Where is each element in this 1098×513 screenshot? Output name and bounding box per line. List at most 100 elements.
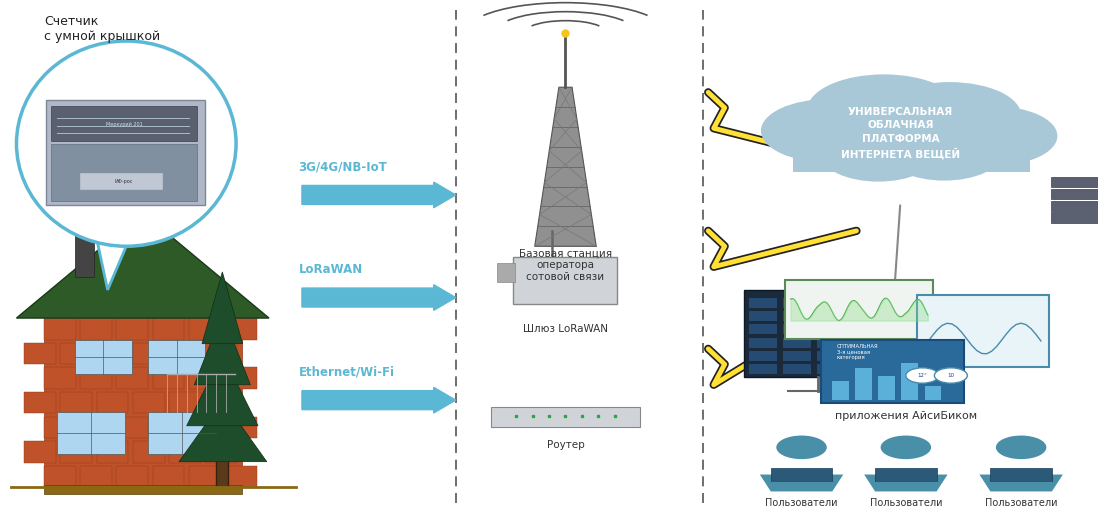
- Bar: [785, 280, 933, 339]
- Bar: [225, 367, 257, 389]
- Bar: [51, 106, 197, 141]
- Circle shape: [878, 82, 1021, 149]
- Text: Пользователи: Пользователи: [870, 498, 942, 507]
- Text: Роутер: Роутер: [547, 440, 584, 450]
- Bar: [749, 351, 777, 361]
- Bar: [817, 364, 845, 374]
- Text: LoRaWAN: LoRaWAN: [299, 263, 363, 276]
- Bar: [744, 290, 893, 377]
- Bar: [901, 363, 918, 400]
- Text: Меркурий 201: Меркурий 201: [105, 122, 143, 127]
- Circle shape: [807, 74, 961, 146]
- Bar: [133, 343, 165, 364]
- Bar: [821, 340, 964, 403]
- Bar: [988, 482, 1054, 486]
- Bar: [189, 367, 221, 389]
- Text: 10: 10: [948, 373, 954, 378]
- Polygon shape: [202, 272, 243, 344]
- Bar: [873, 482, 939, 486]
- Bar: [817, 324, 845, 334]
- Polygon shape: [16, 213, 269, 318]
- Bar: [851, 351, 879, 361]
- Bar: [817, 298, 845, 308]
- Bar: [851, 298, 879, 308]
- Bar: [44, 466, 76, 487]
- Bar: [148, 340, 205, 374]
- Bar: [189, 318, 221, 340]
- Bar: [148, 412, 216, 454]
- Bar: [97, 343, 128, 364]
- Bar: [225, 466, 257, 487]
- Text: Базовая станция
оператора
сотовой связи: Базовая станция оператора сотовой связи: [519, 249, 612, 282]
- Bar: [80, 318, 112, 340]
- Text: Пользователи: Пользователи: [985, 498, 1057, 507]
- Circle shape: [821, 128, 935, 182]
- Bar: [80, 173, 163, 190]
- Circle shape: [881, 436, 931, 459]
- Bar: [133, 392, 165, 413]
- Bar: [116, 417, 148, 438]
- Text: Шлюз LoRaWAN: Шлюз LoRaWAN: [523, 324, 608, 334]
- Bar: [60, 392, 92, 413]
- Bar: [817, 351, 845, 361]
- Bar: [75, 340, 132, 374]
- Bar: [44, 318, 76, 340]
- Bar: [75, 210, 94, 277]
- Bar: [1051, 189, 1098, 199]
- Text: УНИВЕРСАЛЬНАЯ
ОБЛАЧНАЯ
ПЛАТФОРМА
ИНТЕРНЕТА ВЕЩЕЙ: УНИВЕРСАЛЬНАЯ ОБЛАЧНАЯ ПЛАТФОРМА ИНТЕРНЕ…: [841, 107, 960, 160]
- Text: Пользователи: Пользователи: [765, 498, 838, 507]
- Bar: [80, 367, 112, 389]
- Bar: [1051, 177, 1098, 187]
- FancyArrow shape: [302, 182, 456, 208]
- Bar: [133, 441, 165, 463]
- Polygon shape: [864, 475, 948, 491]
- Bar: [851, 311, 879, 321]
- Text: ИФ-рос: ИФ-рос: [115, 179, 133, 184]
- Bar: [80, 466, 112, 487]
- Circle shape: [906, 368, 939, 383]
- Bar: [769, 482, 834, 486]
- Bar: [225, 417, 257, 438]
- Text: приложения АйсиБиком: приложения АйсиБиком: [834, 411, 977, 421]
- Circle shape: [930, 106, 1057, 166]
- Bar: [169, 392, 201, 413]
- Bar: [783, 351, 811, 361]
- Bar: [851, 338, 879, 348]
- Bar: [24, 441, 56, 463]
- Bar: [878, 376, 895, 400]
- Polygon shape: [44, 318, 242, 487]
- Bar: [925, 386, 941, 400]
- Text: 3G/4G/NB-IoT: 3G/4G/NB-IoT: [299, 161, 388, 173]
- Bar: [169, 343, 201, 364]
- Bar: [189, 417, 221, 438]
- Polygon shape: [194, 313, 250, 385]
- Bar: [46, 100, 205, 205]
- Text: Счетчик
с умной крышкой: Счетчик с умной крышкой: [44, 15, 160, 44]
- Bar: [44, 485, 242, 494]
- Polygon shape: [97, 239, 130, 290]
- Bar: [24, 343, 56, 364]
- Bar: [57, 412, 125, 454]
- Bar: [1051, 201, 1098, 211]
- Bar: [855, 368, 872, 400]
- Bar: [97, 392, 128, 413]
- Circle shape: [776, 436, 827, 459]
- Bar: [817, 311, 845, 321]
- Bar: [116, 367, 148, 389]
- Bar: [205, 392, 237, 413]
- FancyArrow shape: [302, 285, 456, 310]
- Bar: [97, 441, 128, 463]
- Bar: [44, 417, 76, 438]
- Bar: [783, 311, 811, 321]
- Bar: [783, 338, 811, 348]
- Bar: [851, 364, 879, 374]
- Text: Ethernet/Wi-Fi: Ethernet/Wi-Fi: [299, 366, 394, 379]
- Bar: [817, 338, 845, 348]
- Bar: [793, 128, 1030, 172]
- Bar: [153, 318, 184, 340]
- Bar: [917, 295, 1049, 367]
- Bar: [44, 367, 76, 389]
- Ellipse shape: [16, 41, 236, 246]
- Bar: [153, 417, 184, 438]
- Circle shape: [761, 99, 897, 163]
